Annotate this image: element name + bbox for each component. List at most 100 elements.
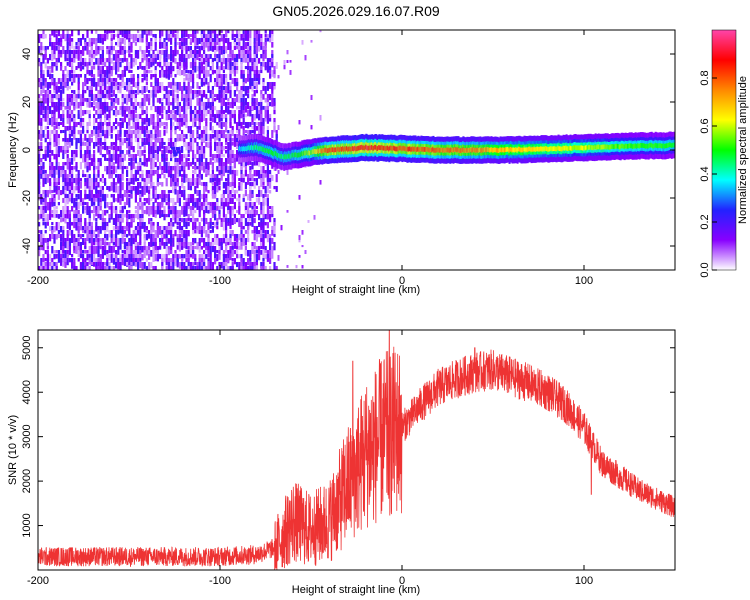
noise-cell <box>132 94 135 99</box>
sparse-cell <box>298 120 301 125</box>
noise-cell <box>255 170 258 177</box>
noise-cell <box>198 242 201 249</box>
noise-cell <box>170 178 173 187</box>
noise-cell <box>134 230 137 234</box>
noise-cell <box>57 106 60 110</box>
noise-cell <box>60 98 63 102</box>
noise-cell <box>218 170 221 176</box>
noise-cell <box>126 194 129 199</box>
noise-cell <box>233 190 236 198</box>
noise-cell <box>128 98 131 102</box>
noise-cell <box>110 230 113 238</box>
noise-cell <box>40 46 43 51</box>
noise-cell <box>271 130 274 135</box>
noise-cell <box>172 122 175 127</box>
noise-cell <box>264 66 267 71</box>
noise-cell <box>62 234 65 240</box>
noise-cell <box>247 258 250 266</box>
noise-cell <box>106 86 109 94</box>
noise-cell <box>84 222 87 226</box>
noise-cell <box>170 242 173 250</box>
noise-cell <box>161 114 164 119</box>
noise-cell <box>77 238 80 242</box>
noise-cell <box>218 254 221 260</box>
noise-cell <box>139 258 142 262</box>
noise-cell <box>139 114 142 119</box>
noise-cell <box>251 98 254 104</box>
noise-cell <box>264 114 267 119</box>
noise-cell <box>216 58 219 65</box>
noise-cell <box>249 86 252 90</box>
noise-cell <box>82 98 85 104</box>
noise-cell <box>167 34 170 42</box>
noise-cell <box>170 166 173 172</box>
sparse-cell <box>277 75 280 79</box>
noise-cell <box>233 134 236 143</box>
noise-cell <box>86 70 89 75</box>
noise-cell <box>196 110 199 118</box>
noise-cell <box>73 214 76 219</box>
noise-cell <box>60 238 63 242</box>
noise-cell <box>159 118 162 125</box>
noise-cell <box>207 266 210 270</box>
noise-cell <box>66 242 69 250</box>
noise-cell <box>247 34 250 42</box>
noise-cell <box>90 54 93 58</box>
noise-cell <box>231 166 234 173</box>
noise-cell <box>183 102 186 107</box>
noise-cell <box>262 54 265 62</box>
noise-cell <box>172 90 175 96</box>
noise-cell <box>251 218 254 227</box>
noise-cell <box>38 170 41 175</box>
noise-cell <box>40 266 43 270</box>
noise-cell <box>117 86 120 91</box>
noise-cell <box>44 126 47 130</box>
noise-cell <box>253 158 256 166</box>
noise-cell <box>73 94 76 102</box>
noise-cell <box>123 82 126 86</box>
noise-cell <box>167 222 170 230</box>
noise-cell <box>130 142 133 150</box>
noise-cell <box>44 90 47 98</box>
noise-cell <box>44 154 47 161</box>
noise-cell <box>143 50 146 56</box>
noise-cell <box>255 106 258 115</box>
noise-cell <box>38 214 41 220</box>
noise-cell <box>55 250 58 254</box>
noise-cell <box>108 174 111 179</box>
noise-cell <box>53 254 56 260</box>
noise-cell <box>42 254 45 259</box>
noise-cell <box>178 122 181 131</box>
noise-cell <box>269 250 272 259</box>
noise-cell <box>99 54 102 59</box>
noise-cell <box>222 42 225 51</box>
noise-cell <box>220 166 223 173</box>
noise-cell <box>42 246 45 251</box>
noise-cell <box>130 74 133 81</box>
noise-cell <box>90 178 93 187</box>
noise-cell <box>236 66 239 71</box>
noise-cell <box>196 94 199 98</box>
noise-cell <box>143 154 146 162</box>
noise-cell <box>143 138 146 146</box>
noise-cell <box>121 210 124 214</box>
noise-cell <box>203 254 206 259</box>
noise-cell <box>90 90 93 98</box>
noise-cell <box>203 74 206 79</box>
noise-cell <box>71 158 74 165</box>
noise-cell <box>141 210 144 214</box>
noise-cell <box>143 210 146 214</box>
noise-cell <box>145 126 148 131</box>
noise-cell <box>156 50 159 56</box>
noise-cell <box>159 226 162 235</box>
noise-cell <box>258 246 261 254</box>
noise-cell <box>238 114 241 119</box>
noise-cell <box>189 86 192 94</box>
noise-cell <box>218 118 221 126</box>
noise-cell <box>181 146 184 151</box>
noise-cell <box>156 154 159 162</box>
noise-cell <box>134 158 137 164</box>
noise-cell <box>132 218 135 222</box>
noise-cell <box>49 94 52 103</box>
noise-cell <box>112 198 115 203</box>
